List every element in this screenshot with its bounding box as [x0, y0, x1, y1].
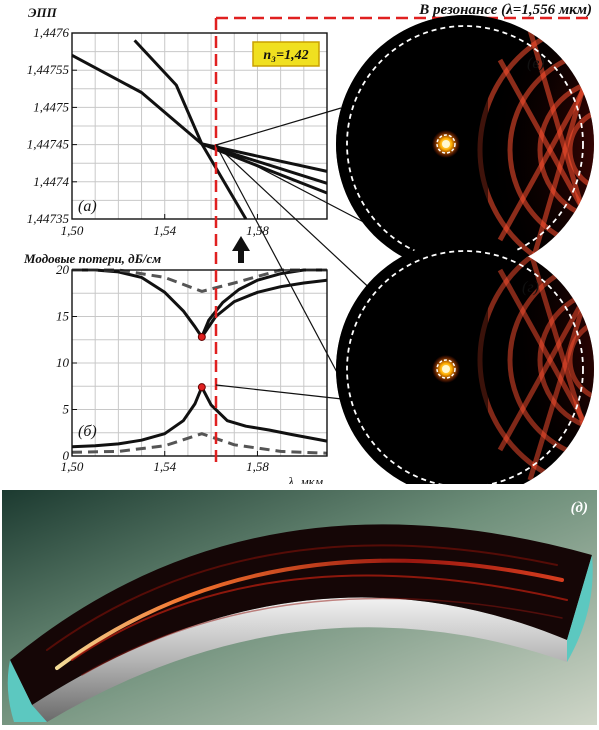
fiber-top-surface	[10, 524, 592, 705]
chart-b-marker-1	[197, 383, 206, 392]
chart-b-xlabel: λ, мкм	[287, 474, 323, 484]
chart-b-y-tick-label: 20	[56, 262, 70, 277]
inset-label-v: (в)	[527, 55, 545, 72]
fiber-render-svg: (д)	[2, 490, 597, 725]
chart-a-frame	[71, 32, 328, 220]
chart-b-y-tick-label: 0	[63, 448, 70, 463]
chart-b-x-tick-label: 1,54	[153, 459, 176, 474]
chart-b-series-3	[71, 386, 204, 449]
fiber-cladding	[32, 597, 567, 722]
chart-b-y-tick-label: 10	[56, 355, 70, 370]
chart-b-ylabel: Модовые потери, дБ/см	[23, 251, 161, 266]
chart-a-y-tick-label: 1,44755	[27, 62, 70, 77]
chart-b-panel-label: (б)	[78, 423, 97, 440]
chart-a-annotation-box	[252, 41, 320, 67]
chart-a-x-tick-label: 1,50	[61, 223, 84, 238]
chart-b-x-tick-label: 1,58	[246, 459, 269, 474]
chart-a-annotation: n₃=1,42	[263, 48, 308, 63]
chart-a-y-tick-label: 1,44745	[27, 137, 70, 152]
chart-a-series-3	[200, 143, 248, 220]
chart-b-y-tick-label: 5	[63, 402, 70, 417]
chart-b: 1,50 1,54 1,58 20 15 10 5 0 (б) Модовые потери, д…	[23, 251, 328, 489]
figure-svg: В резонансе (λ=1,556 мкм) 1,50 1,54 1,581,…	[23, 2, 594, 498]
chart-a-series-0	[71, 53, 328, 195]
chart-b-series-4	[200, 386, 328, 443]
chart-b-marker-0	[197, 332, 206, 341]
chart-a-y-tick-label: 1,44735	[27, 211, 70, 226]
chart-b-x-tick-label: 1,50	[61, 459, 84, 474]
chart-a-x-tick-label: 1,58	[246, 223, 269, 238]
chart-a-x-tick-label: 1,54	[153, 223, 176, 238]
chart-a-y-tick-label: 1,4475	[33, 99, 69, 114]
fiber-render-panel: (д)	[2, 490, 597, 725]
chart-a-series-1	[133, 39, 328, 185]
chart-a-ylabel: ЭПП	[28, 5, 58, 20]
chart-b-y-tick-label: 15	[56, 309, 70, 324]
render-panel-label: (д)	[571, 500, 588, 516]
chart-a-y-tick-label: 1,4476	[33, 25, 69, 40]
chart-a-y-tick-label: 1,4474	[33, 174, 69, 189]
field-glow-lines	[46, 544, 568, 676]
chart-a: 1,50 1,54 1,58 1,4476 1,44755 1,4475 1,44745 1,…	[27, 5, 328, 238]
fiber-end-cap-left	[7, 660, 47, 722]
inset-label-g: (г)	[522, 279, 539, 296]
fiber-end-cap-right	[567, 555, 593, 662]
chart-b-series-6	[71, 432, 328, 455]
up-arrow-icon	[232, 236, 250, 263]
chart-a-panel-label: (а)	[78, 198, 97, 215]
resonance-label: В резонансе (λ=1,556 мкм)	[418, 2, 592, 18]
mode-field-inset-g	[336, 240, 594, 498]
figure-top: В резонансе (λ=1,556 мкм) 1,50 1,54 1,58 1,…	[23, 2, 594, 498]
